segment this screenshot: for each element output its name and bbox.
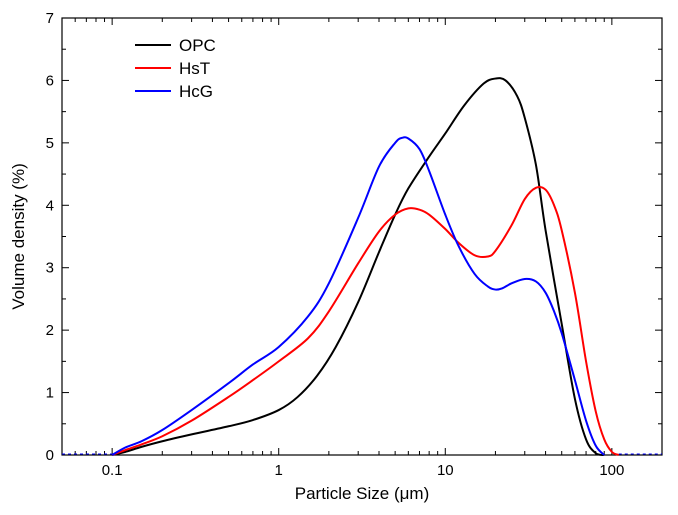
y-tick-label: 2 [46, 322, 54, 339]
x-tick-label: 100 [599, 462, 624, 479]
y-axis-title: Volume density (%) [9, 163, 28, 309]
y-tick-label: 7 [46, 10, 54, 27]
x-axis-title: Particle Size (μm) [295, 484, 429, 503]
y-tick-label: 0 [46, 447, 54, 464]
legend-label-hst: HsT [179, 59, 210, 78]
x-tick-label: 10 [437, 462, 454, 479]
y-tick-label: 6 [46, 72, 54, 89]
y-tick-label: 4 [46, 197, 54, 214]
series-line-opc [111, 77, 605, 456]
y-tick-label: 1 [46, 385, 54, 402]
x-tick-label: 1 [275, 462, 283, 479]
x-tick-label: 0.1 [102, 462, 123, 479]
y-tick-label: 3 [46, 260, 54, 277]
series-line-hst [111, 185, 620, 456]
y-tick-label: 5 [46, 135, 54, 152]
legend-label-opc: OPC [179, 36, 216, 55]
series-line-hcg [111, 136, 605, 456]
plot-frame [61, 17, 663, 456]
legend-label-hcg: HcG [179, 82, 213, 101]
